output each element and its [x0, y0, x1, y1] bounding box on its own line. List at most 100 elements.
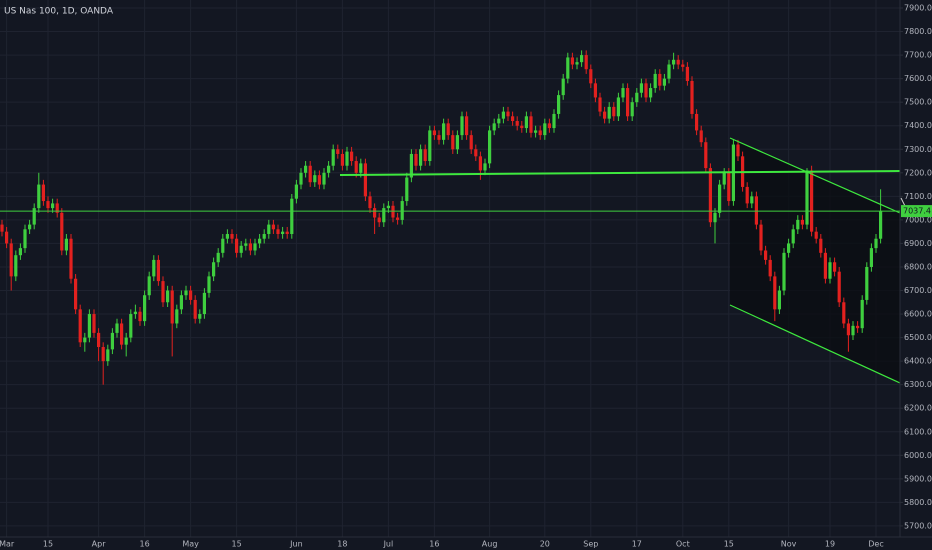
candle-body: [598, 97, 602, 112]
candle-body: [432, 130, 436, 136]
candle-body: [230, 234, 234, 239]
candle-body: [166, 290, 170, 303]
y-tick-label: 6300.0: [904, 380, 932, 389]
y-tick-label: 7300.0: [904, 145, 932, 154]
candle-body: [768, 259, 772, 277]
candle-body: [685, 66, 689, 81]
candle-body: [630, 102, 634, 117]
candle-body: [851, 325, 855, 336]
candle-body: [299, 172, 303, 185]
candle-body: [262, 234, 266, 239]
candle-body: [14, 255, 18, 277]
candle-body: [653, 73, 657, 89]
y-tick-label: 7100.0: [904, 192, 932, 201]
candle-body: [865, 266, 869, 300]
candle-body: [566, 57, 570, 79]
y-tick-label: 5700.0: [904, 521, 932, 530]
candle-body: [552, 113, 556, 129]
candle-body: [718, 184, 722, 213]
candle-body: [216, 252, 220, 263]
candle-body: [244, 243, 248, 246]
y-tick-label: 6400.0: [904, 357, 932, 366]
candle-body: [667, 64, 671, 79]
candle-body: [147, 276, 151, 296]
candle-body: [713, 212, 717, 223]
x-tick-label: May: [182, 540, 199, 549]
candle-body: [538, 130, 542, 136]
candle-body: [189, 290, 193, 300]
candle-body: [60, 212, 64, 251]
candle-body: [221, 238, 225, 253]
x-tick-label: 15: [232, 540, 242, 549]
candle-body: [322, 172, 326, 185]
candle-body: [161, 281, 165, 303]
y-tick-label: 7600.0: [904, 74, 932, 83]
candle-body: [722, 172, 726, 185]
candle-body: [428, 130, 432, 162]
candle-body: [621, 88, 625, 98]
candle-body: [455, 135, 459, 150]
candle-body: [405, 177, 409, 202]
y-tick-label: 6500.0: [904, 333, 932, 342]
candle-body: [764, 250, 768, 260]
candle-body: [662, 78, 666, 86]
candle-body: [644, 83, 648, 98]
candle-body: [616, 97, 620, 117]
candle-body: [124, 337, 128, 345]
x-tick-label: 15: [43, 540, 53, 549]
candle-body: [805, 170, 809, 225]
candle-body: [607, 106, 611, 119]
candle-body: [391, 205, 395, 218]
candle-body: [690, 80, 694, 114]
candle-body: [193, 299, 197, 319]
candle-body: [106, 349, 110, 362]
candle-body: [235, 238, 239, 253]
candle-body: [557, 95, 561, 114]
candle-body: [350, 151, 354, 162]
x-tick-label: Oct: [676, 540, 690, 549]
candle-body: [833, 262, 837, 272]
candle-body: [179, 295, 183, 310]
candle-body: [524, 116, 528, 129]
candle-body: [336, 149, 340, 154]
candle-body: [359, 163, 363, 173]
candle-body: [791, 229, 795, 244]
candle-body: [28, 224, 32, 230]
candle-body: [74, 278, 78, 310]
y-tick-label: 7000.0: [904, 215, 932, 224]
candle-body: [547, 123, 551, 129]
candle-body: [465, 116, 469, 136]
candle-body: [773, 276, 777, 310]
candle-body: [281, 231, 285, 235]
y-tick-label: 7800.0: [904, 27, 932, 36]
channel-lower: [729, 304, 901, 384]
candle-body: [745, 186, 749, 204]
x-tick-label: Dec: [868, 540, 883, 549]
candle-body: [796, 219, 800, 230]
candle-body: [754, 196, 758, 225]
x-tick-label: Apr: [92, 540, 107, 549]
candle-body: [497, 118, 501, 124]
candle-body: [658, 73, 662, 86]
candle-body: [446, 123, 450, 136]
candle-body: [635, 92, 639, 103]
candle-body: [575, 62, 579, 65]
candle-body: [313, 175, 317, 183]
candle-body: [92, 314, 96, 333]
candle-body: [23, 229, 27, 249]
candle-body: [327, 165, 331, 173]
y-tick-label: 6200.0: [904, 404, 932, 413]
candle-body: [18, 248, 22, 256]
candle-body: [727, 172, 731, 202]
candle-body: [212, 262, 216, 277]
candle-body: [373, 208, 377, 218]
candle-body: [828, 262, 832, 279]
candle-body: [520, 125, 524, 129]
candle-body: [368, 196, 372, 209]
candle-body: [55, 203, 59, 213]
candle-body: [626, 88, 630, 117]
candle-body: [695, 113, 699, 131]
candle-body: [340, 153, 344, 166]
candle-body: [842, 302, 846, 324]
